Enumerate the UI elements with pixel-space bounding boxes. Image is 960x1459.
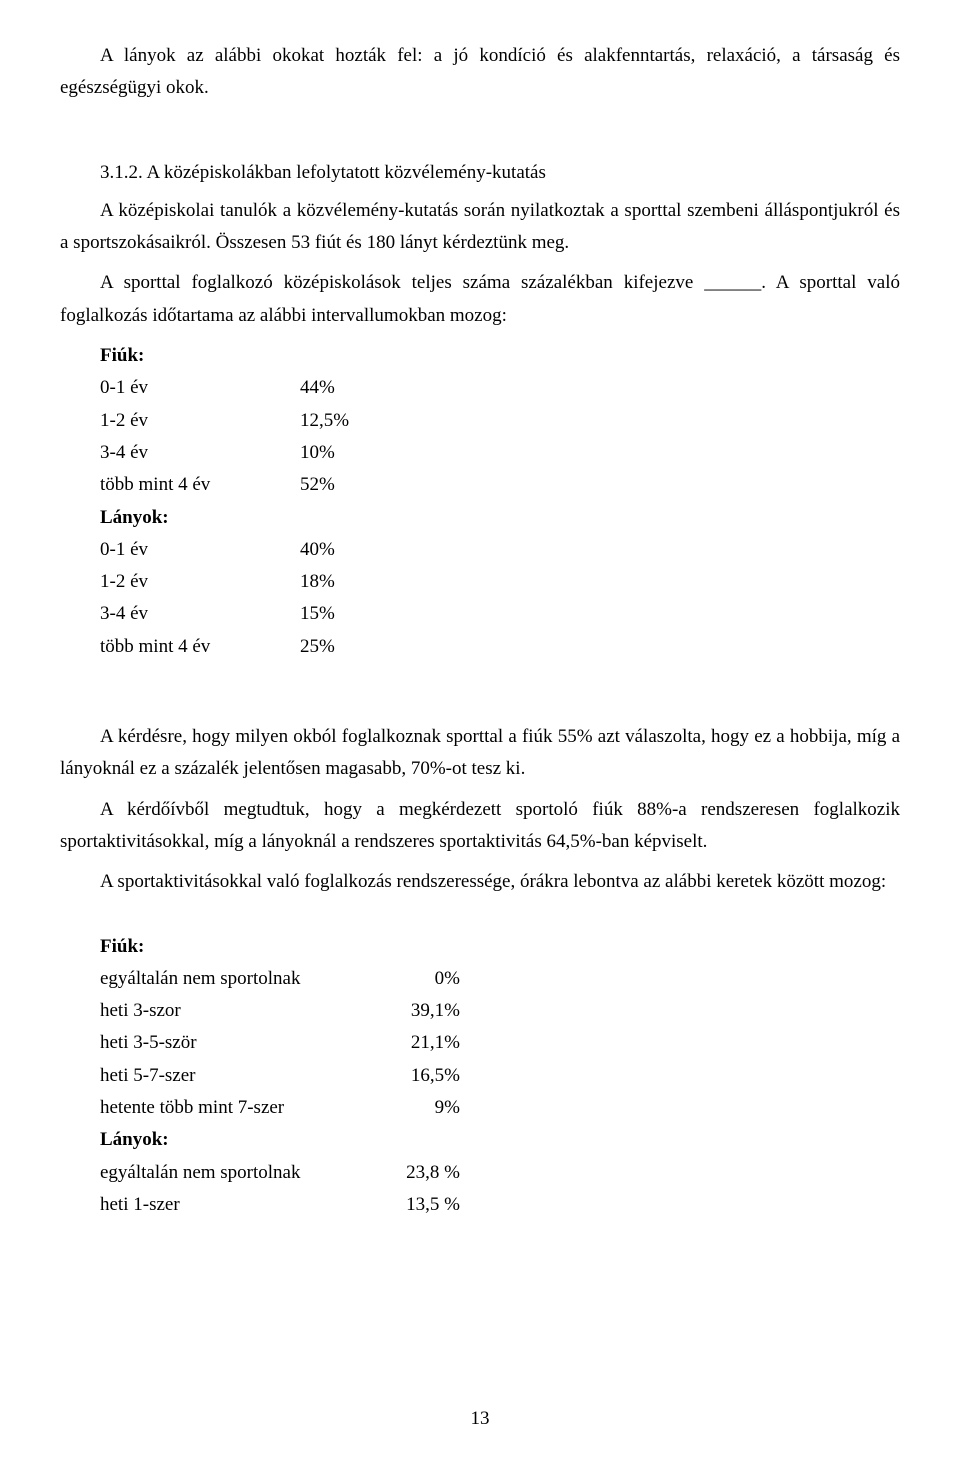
list-item: 3-4 év 10% (100, 437, 900, 469)
duration-value: 15% (300, 598, 400, 630)
duration-label: 3-4 év (100, 598, 300, 630)
page-number: 13 (0, 1403, 960, 1435)
freq-value: 0% (360, 963, 460, 995)
list-item: 1-2 év 18% (100, 566, 900, 598)
freq-label: egyáltalán nem sportolnak (100, 1157, 360, 1189)
duration-value: 25% (300, 631, 400, 663)
duration-value: 40% (300, 534, 400, 566)
duration-value: 12,5% (300, 405, 400, 437)
duration-label: több mint 4 év (100, 631, 300, 663)
duration-label: 3-4 év (100, 437, 300, 469)
list-item: heti 5-7-szer 16,5% (100, 1060, 900, 1092)
duration-value: 18% (300, 566, 400, 598)
paragraph-hobby: A kérdésre, hogy milyen okból foglalkozn… (60, 721, 900, 786)
duration-value: 52% (300, 469, 400, 501)
list-item: több mint 4 év 52% (100, 469, 900, 501)
list-item: heti 3-5-ször 21,1% (100, 1027, 900, 1059)
paragraph-survey-intro: A középiskolai tanulók a közvélemény-kut… (60, 195, 900, 260)
freq-label: heti 1-szer (100, 1189, 360, 1221)
section-heading: 3.1.2. A középiskolákban lefolytatott kö… (60, 157, 900, 189)
list-item: hetente több mint 7-szer 9% (100, 1092, 900, 1124)
freq-value: 21,1% (360, 1027, 460, 1059)
freq-label: heti 3-5-ször (100, 1027, 360, 1059)
duration-label: 0-1 év (100, 534, 300, 566)
freq-label: heti 5-7-szer (100, 1060, 360, 1092)
freq-value: 9% (360, 1092, 460, 1124)
frequency-list: Fiúk: egyáltalán nem sportolnak 0% heti … (100, 931, 900, 1222)
list-item: több mint 4 év 25% (100, 631, 900, 663)
freq-label: heti 3-szor (100, 995, 360, 1027)
list-item: 0-1 év 44% (100, 372, 900, 404)
paragraph-regularity: A kérdőívből megtudtuk, hogy a megkérdez… (60, 794, 900, 859)
list-item: heti 3-szor 39,1% (100, 995, 900, 1027)
duration-list: Fiúk: 0-1 év 44% 1-2 év 12,5% 3-4 év 10%… (100, 340, 900, 663)
boys-header-2: Fiúk: (100, 931, 900, 963)
freq-value: 23,8 % (360, 1157, 460, 1189)
list-item: 3-4 év 15% (100, 598, 900, 630)
list-item: egyáltalán nem sportolnak 23,8 % (100, 1157, 900, 1189)
duration-value: 10% (300, 437, 400, 469)
duration-value: 44% (300, 372, 400, 404)
freq-value: 16,5% (360, 1060, 460, 1092)
paragraph-hours: A sportaktivitásokkal való foglalkozás r… (60, 866, 900, 898)
duration-label: 1-2 év (100, 405, 300, 437)
paragraph-percentage-lead: A sporttal foglalkozó középiskolások tel… (60, 267, 900, 332)
list-item: egyáltalán nem sportolnak 0% (100, 963, 900, 995)
list-item: 0-1 év 40% (100, 534, 900, 566)
girls-header-2: Lányok: (100, 1124, 900, 1156)
freq-value: 13,5 % (360, 1189, 460, 1221)
duration-label: 0-1 év (100, 372, 300, 404)
duration-label: több mint 4 év (100, 469, 300, 501)
girls-header: Lányok: (100, 502, 900, 534)
freq-value: 39,1% (360, 995, 460, 1027)
freq-label: egyáltalán nem sportolnak (100, 963, 360, 995)
list-item: heti 1-szer 13,5 % (100, 1189, 900, 1221)
boys-header: Fiúk: (100, 340, 900, 372)
document-page: A lányok az alábbi okokat hozták fel: a … (0, 0, 960, 1459)
freq-label: hetente több mint 7-szer (100, 1092, 360, 1124)
duration-label: 1-2 év (100, 566, 300, 598)
paragraph-intro: A lányok az alábbi okokat hozták fel: a … (60, 40, 900, 105)
list-item: 1-2 év 12,5% (100, 405, 900, 437)
